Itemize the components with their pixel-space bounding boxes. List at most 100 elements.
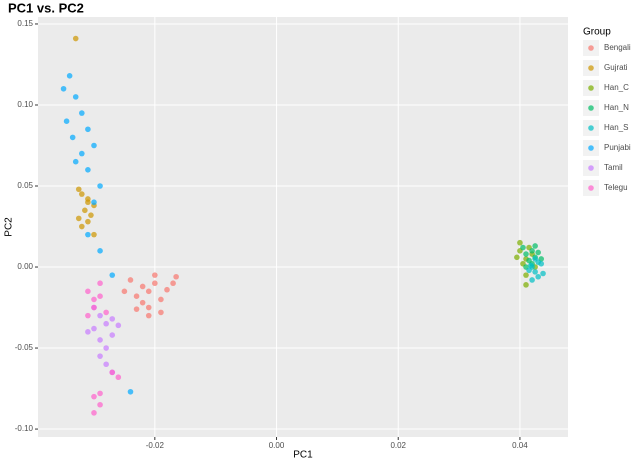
point <box>85 196 91 202</box>
point <box>85 312 91 319</box>
legend-label: Punjabi <box>604 143 631 152</box>
point <box>97 353 103 359</box>
point <box>79 110 85 116</box>
point <box>170 280 176 287</box>
point <box>97 390 103 397</box>
point <box>85 218 91 225</box>
point <box>517 239 523 246</box>
point <box>97 248 103 254</box>
x-tick-label: -0.02 <box>146 441 165 450</box>
x-tick-label: 0.02 <box>390 441 406 450</box>
points <box>60 35 546 416</box>
point <box>532 269 538 275</box>
point <box>152 272 158 278</box>
point <box>85 329 91 335</box>
point <box>103 345 109 351</box>
point <box>523 282 529 288</box>
point <box>103 320 109 327</box>
point <box>109 316 116 322</box>
point <box>63 118 70 124</box>
point <box>164 286 170 293</box>
point <box>82 207 88 214</box>
y-tick-label: 0.05 <box>17 181 33 190</box>
legend-label: Bengali <box>604 43 631 52</box>
legend-label: Han_S <box>604 123 628 132</box>
legend-swatch <box>588 125 594 131</box>
point <box>139 299 146 306</box>
point <box>152 280 158 287</box>
legend-label: Tamil <box>604 163 623 172</box>
chart-title: PC1 vs. PC2 <box>8 0 84 15</box>
point <box>91 142 97 149</box>
point <box>514 254 520 261</box>
point <box>85 167 91 173</box>
legend-swatch <box>588 65 594 71</box>
y-tick-label: 0.15 <box>17 19 33 28</box>
grid <box>38 17 568 437</box>
legend-swatch <box>588 105 594 111</box>
legend-label: Han_N <box>604 103 629 112</box>
legend-swatch <box>588 45 594 51</box>
point <box>69 134 76 141</box>
legend-swatch <box>588 185 594 191</box>
point <box>72 94 79 100</box>
point <box>97 280 103 287</box>
point <box>528 262 534 269</box>
point <box>91 199 97 206</box>
legend-label: Telegu <box>604 183 628 192</box>
point <box>97 312 103 319</box>
y-tick-label: -0.05 <box>15 343 34 352</box>
point <box>109 332 116 338</box>
point <box>173 273 179 280</box>
point <box>523 251 529 257</box>
point <box>91 231 97 238</box>
point <box>60 85 67 92</box>
point <box>88 212 94 218</box>
point <box>520 244 526 251</box>
panel <box>38 17 568 437</box>
point <box>109 272 116 278</box>
point <box>532 256 538 262</box>
point <box>97 401 103 408</box>
point <box>145 288 152 295</box>
point <box>535 249 541 256</box>
legend-label: Han_C <box>604 83 629 92</box>
point <box>158 296 164 303</box>
point <box>72 35 79 42</box>
point <box>526 267 532 274</box>
point <box>529 277 535 283</box>
point <box>121 288 128 295</box>
point <box>85 126 91 133</box>
point <box>66 73 73 79</box>
x-tick-label: 0.00 <box>269 441 285 450</box>
point <box>91 325 97 332</box>
point <box>145 312 152 319</box>
point <box>97 183 103 189</box>
y-axis-label: PC2 <box>4 217 15 237</box>
point <box>532 243 538 249</box>
point <box>133 293 140 299</box>
point <box>79 223 85 230</box>
point <box>145 304 152 311</box>
x-axis-label: PC1 <box>293 450 313 461</box>
point <box>91 296 97 303</box>
point <box>115 322 122 329</box>
point <box>133 306 140 312</box>
legend: Bengali Gujrati Han_C Han_N Han_S Punjabi Tami… <box>583 40 631 196</box>
point <box>85 288 91 295</box>
y-tick-label: 0.00 <box>17 262 33 271</box>
point <box>115 374 122 381</box>
y-tick-label: 0.10 <box>17 100 33 109</box>
point <box>75 215 82 222</box>
point <box>158 309 164 316</box>
point <box>103 361 109 368</box>
point <box>535 273 541 280</box>
point <box>91 393 97 400</box>
point <box>529 248 535 254</box>
x-tick-label: 0.04 <box>512 441 528 450</box>
point <box>127 277 134 283</box>
point <box>127 388 134 395</box>
point <box>72 158 79 165</box>
y-tick-label: -0.10 <box>15 424 34 433</box>
legend-title: Group <box>583 27 611 38</box>
